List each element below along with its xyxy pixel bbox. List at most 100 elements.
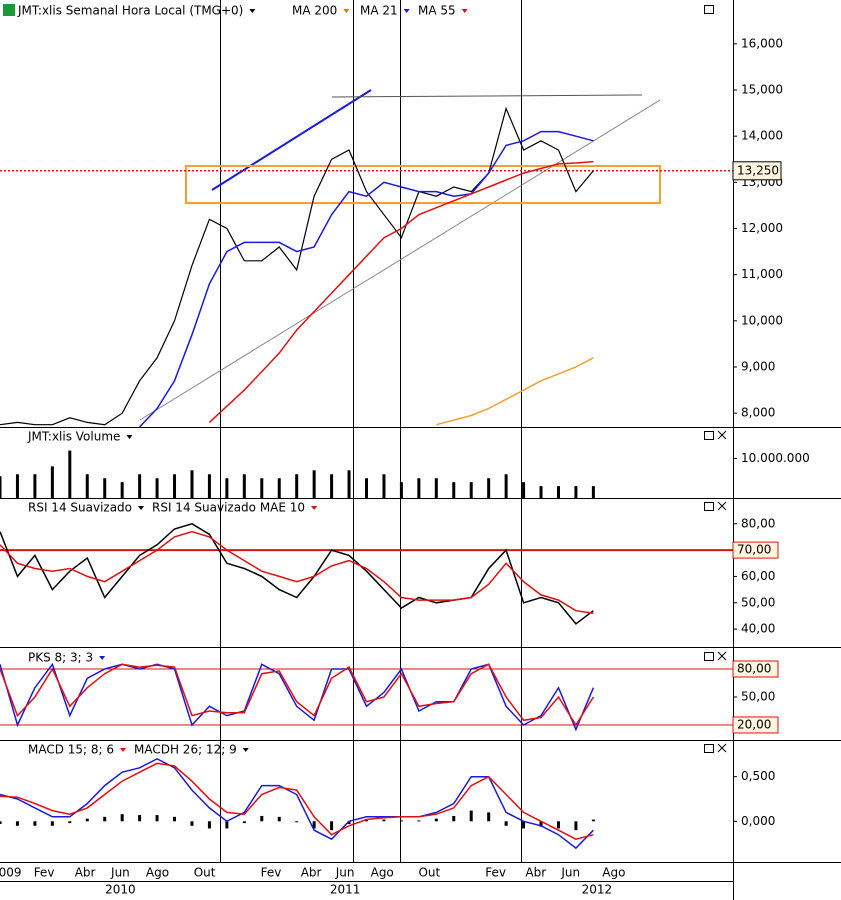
bar bbox=[417, 478, 421, 498]
panel: 8,0009,00010,00011,00012,00013,00014,000… bbox=[0, 4, 783, 427]
price-label-box bbox=[732, 161, 782, 181]
close-button[interactable] bbox=[717, 501, 727, 511]
bar bbox=[225, 821, 229, 829]
y-tick-label: 40,00 bbox=[741, 622, 775, 636]
y-tick-label: 8,000 bbox=[741, 406, 775, 420]
plot-area bbox=[0, 450, 595, 498]
y-tick-label: 50,00 bbox=[741, 689, 775, 703]
range-box bbox=[185, 165, 661, 204]
close-button[interactable] bbox=[717, 651, 727, 661]
series-line bbox=[436, 357, 594, 426]
bar bbox=[312, 821, 316, 829]
y-tick-label: 16,000 bbox=[741, 36, 783, 50]
legend-dropdown bbox=[99, 656, 106, 660]
maximize-button[interactable] bbox=[704, 5, 714, 14]
bar bbox=[469, 482, 473, 498]
series-line bbox=[0, 663, 595, 727]
bar bbox=[277, 816, 281, 822]
trend-line bbox=[211, 89, 372, 191]
maximize-button[interactable] bbox=[704, 744, 714, 753]
bar bbox=[330, 474, 334, 498]
x-tick-label: Ago bbox=[602, 866, 625, 880]
legend-label: MA 55 bbox=[418, 4, 456, 18]
bar bbox=[295, 474, 299, 498]
series-line bbox=[0, 530, 594, 615]
bar bbox=[347, 470, 351, 498]
y-tick-label: 80,00 bbox=[741, 516, 775, 530]
bar bbox=[330, 821, 334, 831]
bar bbox=[15, 474, 19, 498]
y-tick-label: 0,500 bbox=[741, 769, 775, 783]
x-tick-label: Jun bbox=[560, 866, 580, 880]
bar bbox=[190, 821, 194, 826]
legend-dropdown bbox=[242, 748, 249, 752]
bar bbox=[522, 821, 526, 829]
bar bbox=[365, 819, 368, 822]
bar bbox=[591, 486, 595, 498]
x-tick-label: Abr bbox=[525, 866, 546, 880]
x-tick-label: Fev bbox=[261, 866, 282, 880]
bar bbox=[260, 478, 264, 498]
legend-label: RSI 14 Suavizado bbox=[28, 501, 132, 515]
series-line bbox=[0, 762, 594, 840]
plot-area bbox=[0, 662, 733, 732]
x-tick-label: Ago bbox=[371, 866, 394, 880]
bar bbox=[173, 474, 177, 498]
maximize-button[interactable] bbox=[704, 652, 714, 661]
window-buttons[interactable] bbox=[704, 5, 727, 753]
bar bbox=[574, 821, 578, 831]
bar bbox=[190, 470, 194, 498]
bar bbox=[382, 474, 386, 498]
bar bbox=[68, 821, 72, 824]
plot-area bbox=[0, 106, 733, 427]
series-line bbox=[0, 662, 595, 732]
close-button[interactable] bbox=[717, 743, 727, 753]
maximize-button[interactable] bbox=[704, 431, 714, 440]
maximize-button[interactable] bbox=[704, 502, 714, 511]
close-button[interactable] bbox=[717, 430, 727, 440]
year-label: 2012 bbox=[582, 883, 613, 897]
x-tick-label: Jun bbox=[110, 866, 130, 880]
legend-dropdown bbox=[120, 748, 127, 752]
bar bbox=[242, 821, 246, 824]
legend-label: MACDH 26; 12; 9 bbox=[134, 743, 237, 757]
bar bbox=[417, 820, 421, 822]
legend-label: JMT:xlis Volume bbox=[27, 430, 120, 444]
bar bbox=[504, 821, 508, 826]
legend-dropdown bbox=[461, 9, 468, 13]
bar bbox=[295, 821, 299, 823]
y-tick-label: 9,000 bbox=[741, 359, 775, 373]
bar bbox=[138, 474, 142, 498]
y-tick-label: 60,00 bbox=[741, 569, 775, 583]
bar bbox=[103, 816, 107, 822]
bar bbox=[487, 478, 491, 498]
panel: 50,00 80,00 20,00 PKS 8; 3; 3 bbox=[0, 651, 779, 734]
legend-dropdown bbox=[403, 9, 410, 13]
bar bbox=[173, 816, 177, 822]
legend-dropdown bbox=[138, 506, 145, 510]
legend-dropdown bbox=[343, 9, 350, 13]
legend-dropdown bbox=[249, 9, 256, 13]
price-label: 13,250 bbox=[737, 163, 779, 177]
bar bbox=[382, 819, 386, 822]
x-tick-label: Fev bbox=[485, 866, 506, 880]
bar bbox=[0, 476, 2, 498]
equity-icon bbox=[3, 4, 15, 16]
panel: 0,000 0,500 MACD 15; 8; 6 MACDH 26; 12; 9 00… bbox=[0, 743, 775, 897]
drawings bbox=[139, 89, 661, 421]
level-label-box bbox=[732, 541, 779, 559]
level-label: 20,00 bbox=[737, 717, 771, 731]
y-tick-label: 10.000.000 bbox=[741, 451, 810, 465]
bar bbox=[539, 486, 543, 498]
x-tick-label: Abr bbox=[301, 866, 322, 880]
bar bbox=[399, 820, 403, 822]
bar bbox=[120, 814, 124, 822]
bar bbox=[103, 478, 107, 498]
y-tick-label: 15,000 bbox=[741, 83, 783, 97]
trend-line bbox=[139, 99, 661, 421]
resistance-line bbox=[331, 94, 643, 98]
bar bbox=[452, 482, 456, 498]
bar bbox=[556, 821, 560, 829]
y-tick-label: 11,000 bbox=[741, 267, 783, 281]
legend-label: PKS 8; 3; 3 bbox=[28, 651, 93, 665]
